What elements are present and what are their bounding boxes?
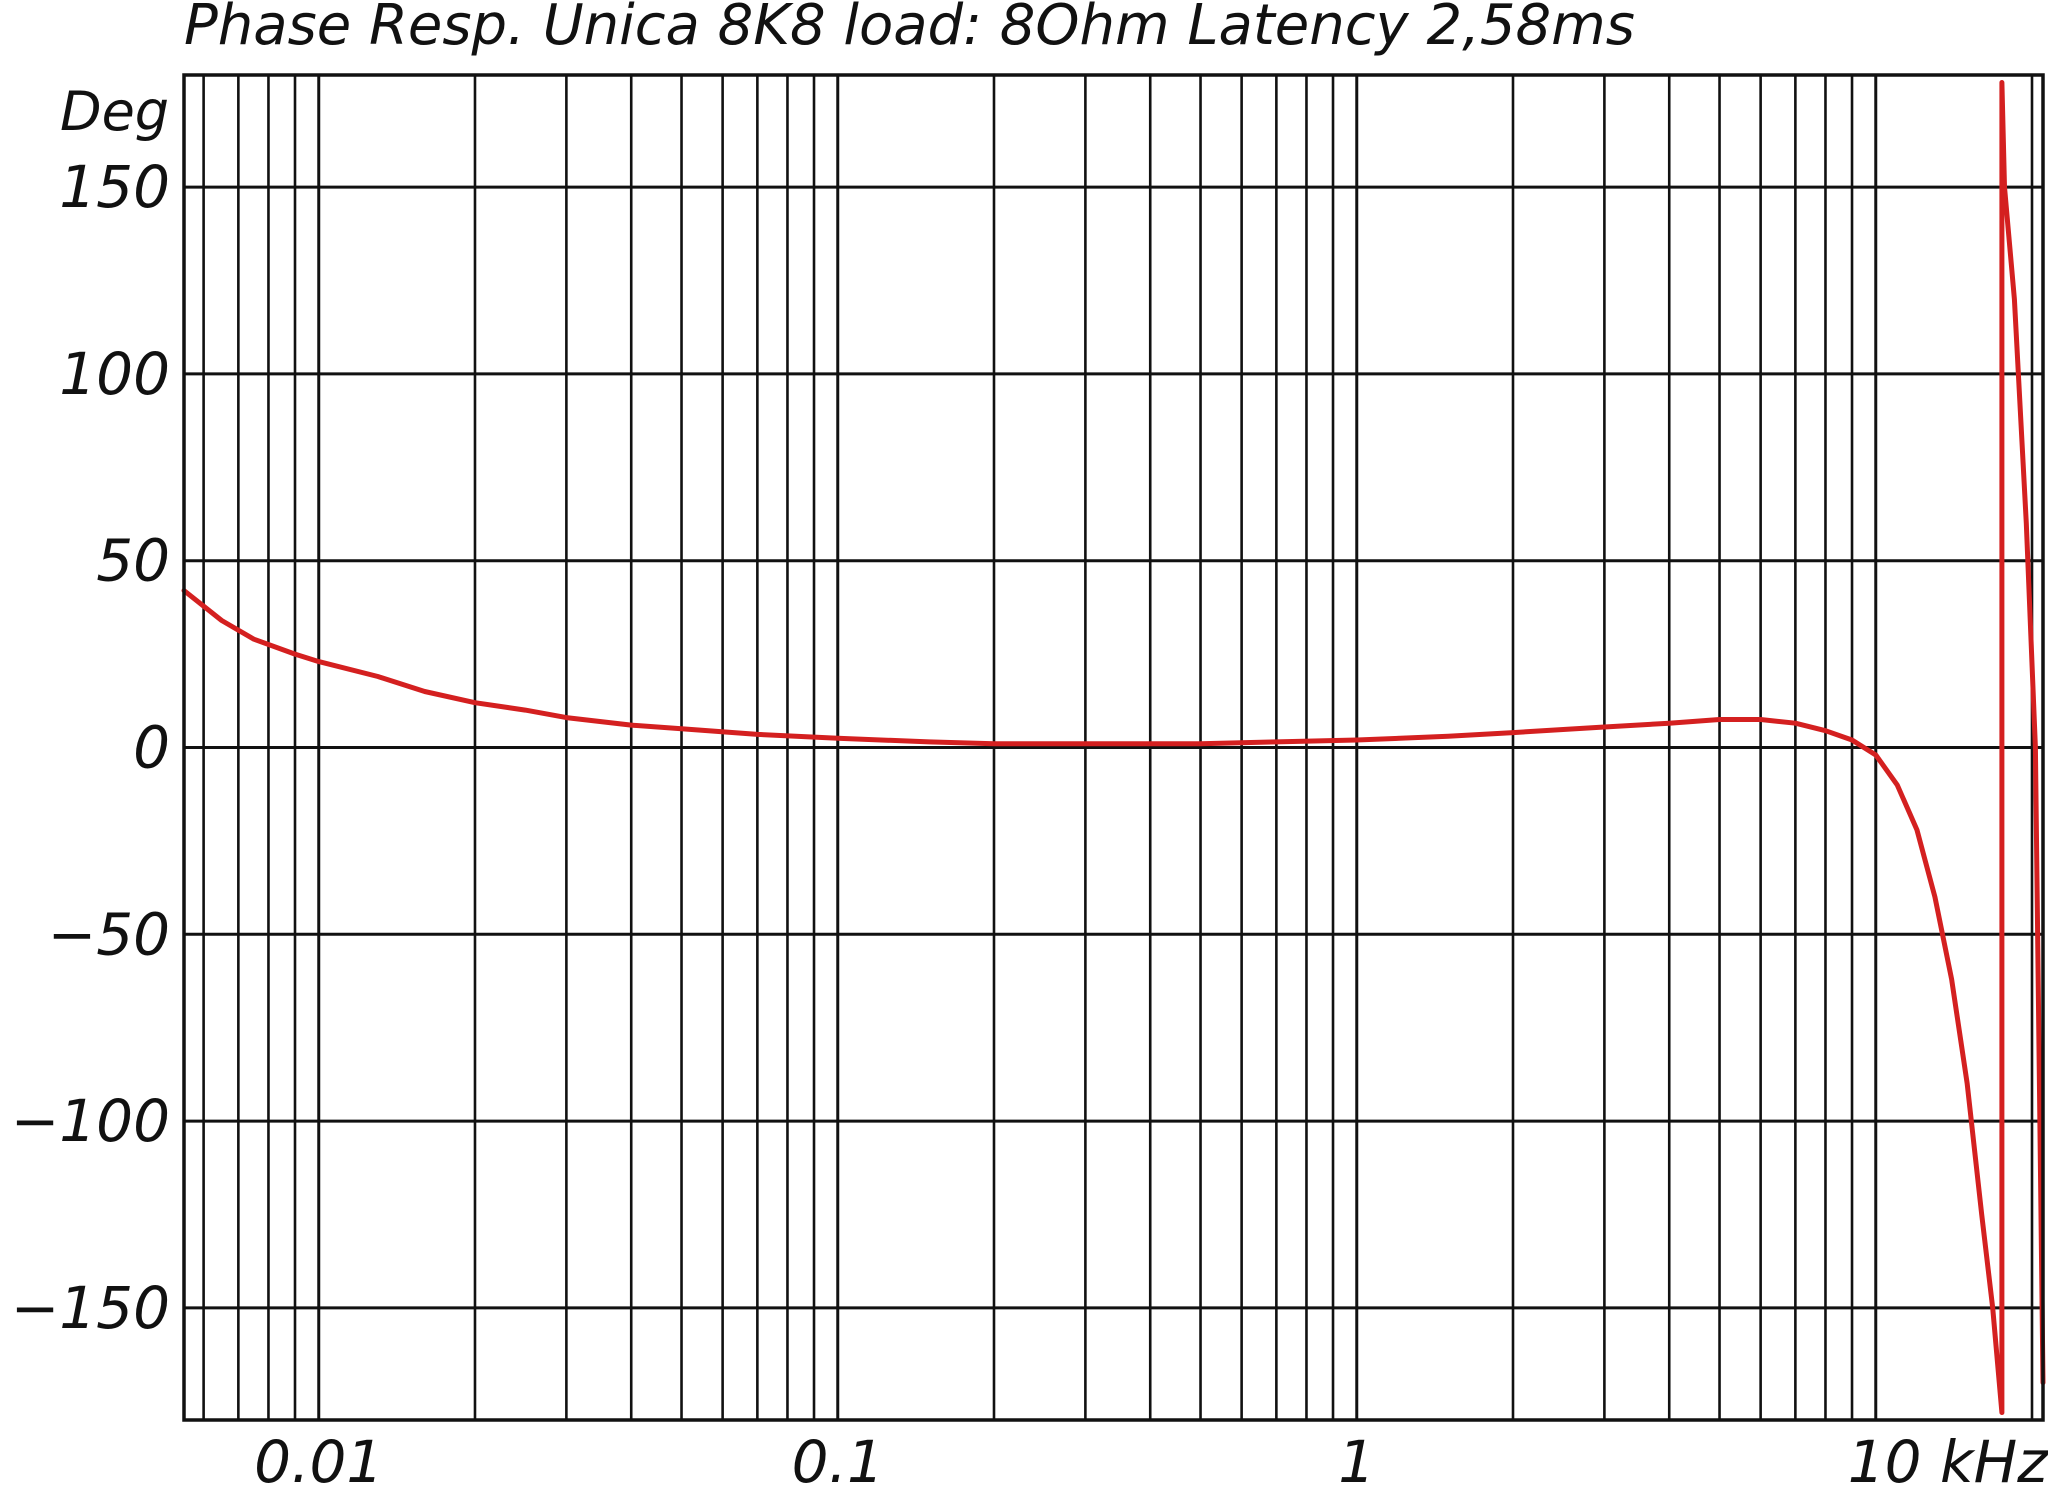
phase-series-line (181, 80, 2046, 1415)
y-tick-labels: 150 100 50 0 −50 −100 −150 (11, 153, 170, 1342)
x-tick-labels: 0.01 0.1 1 10 kHz (254, 1428, 2048, 1488)
y-tick-label: 0 (133, 714, 170, 782)
y-tick-label: −100 (11, 1087, 170, 1155)
series-layer (181, 80, 2046, 1415)
y-tick-label: 150 (59, 153, 170, 221)
x-tick-label: 1 (1338, 1428, 1375, 1488)
chart-title: Phase Resp. Unica 8K8 load: 8Ohm Latency… (184, 0, 1635, 58)
major-gridlines (184, 185, 2043, 1310)
x-tick-label: 0.1 (792, 1428, 884, 1488)
y-axis-label: Deg (60, 80, 169, 143)
y-tick-label: −150 (11, 1274, 170, 1342)
y-tick-label: 50 (96, 527, 170, 595)
y-tick-label: 100 (59, 340, 170, 408)
x-tick-label: 0.01 (254, 1428, 383, 1488)
x-tick-label: 10 kHz (1848, 1428, 2048, 1488)
y-tick-label: −50 (48, 900, 170, 968)
plot-frame (182, 73, 2045, 1422)
